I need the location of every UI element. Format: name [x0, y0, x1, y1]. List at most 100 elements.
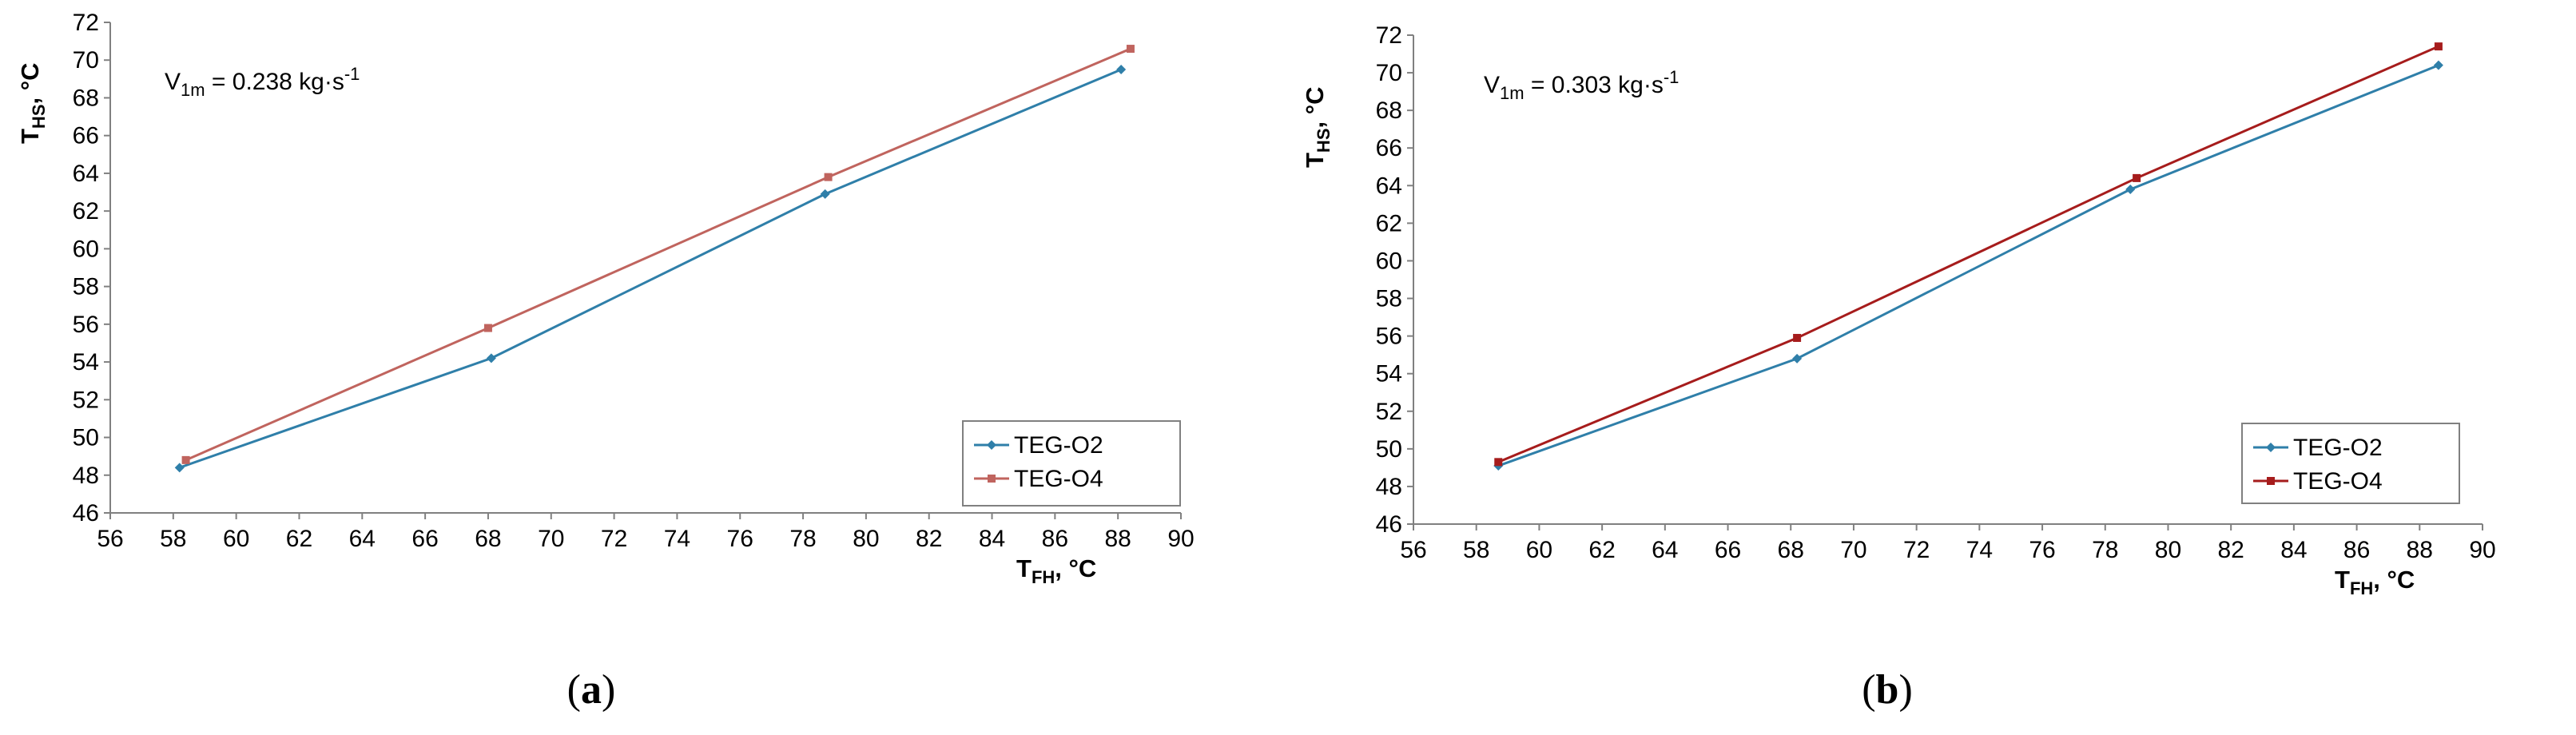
x-tick-label: 88 — [1104, 526, 1131, 552]
y-axis-title: THS, °C — [1301, 86, 1334, 168]
y-tick-label: 46 — [1376, 511, 1402, 538]
x-tick-label: 60 — [223, 526, 249, 552]
data-point-marker — [820, 189, 830, 199]
x-tick-label: 62 — [1588, 537, 1615, 563]
data-point-marker — [1126, 45, 1135, 54]
x-tick-label: 86 — [2343, 537, 2370, 563]
y-tick-label: 72 — [1376, 22, 1402, 49]
panel-caption: (b) — [1862, 667, 1913, 713]
y-tick-label: 56 — [1376, 324, 1402, 350]
legend-label: TEG-O2 — [1014, 432, 1103, 459]
x-tick-label: 66 — [1715, 537, 1741, 563]
x-tick-label: 84 — [979, 526, 1005, 552]
y-tick-label: 62 — [73, 198, 99, 224]
y-tick-label: 62 — [1376, 210, 1402, 236]
data-point-marker — [1494, 458, 1503, 467]
chart-b: 46 48 50 52 54 56 58 60 62 64 66 68 70 72 56 58 60 62 64 66… — [1301, 22, 2496, 713]
x-tick-label: 64 — [1652, 537, 1678, 563]
legend-swatch-marker — [2266, 443, 2276, 452]
y-tick-label: 50 — [73, 425, 99, 451]
legend-swatch-marker — [988, 475, 996, 483]
x-tick-label: 82 — [916, 526, 942, 552]
x-tick-label: 90 — [2469, 537, 2495, 563]
y-tick-label: 72 — [73, 10, 99, 36]
y-tick-label: 60 — [1376, 248, 1402, 274]
x-tick-label: 74 — [664, 526, 690, 552]
x-tick-label: 70 — [538, 526, 564, 552]
panel-caption: (a) — [567, 667, 616, 713]
data-point-marker — [2433, 60, 2443, 70]
y-tick-label: 68 — [73, 85, 99, 111]
chart-a: 46 48 50 52 54 56 58 60 62 64 66 68 70 72 56 58 60 62 64 66… — [16, 10, 1195, 713]
legend: TEG-O2 TEG-O4 — [962, 420, 1181, 507]
y-tick-label: 52 — [73, 387, 99, 413]
legend-box — [962, 420, 1181, 507]
y-tick-label: 54 — [73, 349, 99, 375]
y-tick-label: 70 — [1376, 60, 1402, 86]
series-line-teg-o4 — [185, 47, 1131, 462]
y-tick-label: 70 — [73, 47, 99, 74]
data-point-marker — [2434, 42, 2443, 51]
series-line-teg-o2 — [1497, 64, 2439, 467]
y-tick-label: 64 — [1376, 173, 1402, 199]
y-tick-label: 66 — [1376, 135, 1402, 161]
legend: TEG-O2 TEG-O4 — [2241, 423, 2460, 504]
x-tick-label: 70 — [1840, 537, 1866, 563]
x-tick-label: 68 — [475, 526, 501, 552]
data-point-marker — [483, 324, 492, 332]
data-point-marker — [1793, 333, 1802, 342]
legend-swatch-marker — [987, 440, 996, 450]
x-tick-label: 78 — [789, 526, 816, 552]
data-point-marker — [1792, 353, 1803, 364]
x-tick-label: 72 — [1903, 537, 1930, 563]
legend-swatch-marker — [2267, 477, 2275, 485]
x-tick-label: 74 — [1966, 537, 1993, 563]
y-tick-label: 66 — [73, 123, 99, 149]
y-tick-label: 48 — [1376, 474, 1402, 500]
x-tick-label: 88 — [2407, 537, 2433, 563]
data-point-marker — [486, 353, 496, 364]
x-tick-label: 68 — [1778, 537, 1804, 563]
series-line-teg-o2 — [179, 68, 1122, 469]
x-tick-label: 58 — [1463, 537, 1489, 563]
y-tick-label: 58 — [73, 274, 99, 300]
x-tick-label: 82 — [2217, 537, 2244, 563]
x-tick-label: 90 — [1167, 526, 1194, 552]
x-axis-title: TFH, °C — [1016, 554, 1096, 587]
legend-label: TEG-O4 — [1014, 466, 1103, 492]
data-point-marker — [2125, 185, 2136, 195]
flow-rate-annotation: V1m = 0.238 kg·s-1 — [165, 64, 360, 100]
flow-rate-annotation: V1m = 0.303 kg·s-1 — [1484, 67, 1679, 103]
x-tick-label: 56 — [1400, 537, 1426, 563]
y-tick-label: 52 — [1376, 399, 1402, 425]
y-tick-label: 48 — [73, 463, 99, 489]
x-tick-label: 78 — [2092, 537, 2118, 563]
y-tick-label: 64 — [73, 161, 99, 187]
legend-label: TEG-O4 — [2293, 468, 2383, 495]
x-tick-label: 64 — [349, 526, 376, 552]
x-tick-label: 86 — [1042, 526, 1068, 552]
data-point-marker — [181, 455, 190, 464]
data-point-marker — [824, 173, 833, 181]
y-tick-label: 50 — [1376, 436, 1402, 463]
x-tick-label: 80 — [2155, 537, 2181, 563]
x-axis-title: TFH, °C — [2335, 566, 2415, 598]
x-tick-label: 66 — [411, 526, 438, 552]
legend-label: TEG-O2 — [2293, 435, 2383, 461]
y-tick-label: 58 — [1376, 286, 1402, 312]
y-tick-label: 56 — [73, 312, 99, 338]
y-tick-label: 68 — [1376, 97, 1402, 124]
x-tick-label: 72 — [601, 526, 627, 552]
y-tick-label: 60 — [73, 236, 99, 262]
series-line-teg-o4 — [1497, 45, 2439, 463]
x-tick-label: 56 — [97, 526, 123, 552]
x-tick-label: 76 — [727, 526, 753, 552]
data-point-marker — [1116, 65, 1127, 75]
data-point-marker — [174, 463, 185, 473]
x-tick-label: 62 — [286, 526, 312, 552]
y-tick-label: 46 — [73, 500, 99, 526]
x-tick-label: 80 — [853, 526, 879, 552]
x-tick-label: 84 — [2280, 537, 2307, 563]
x-tick-label: 60 — [1526, 537, 1552, 563]
data-point-marker — [2133, 173, 2141, 182]
